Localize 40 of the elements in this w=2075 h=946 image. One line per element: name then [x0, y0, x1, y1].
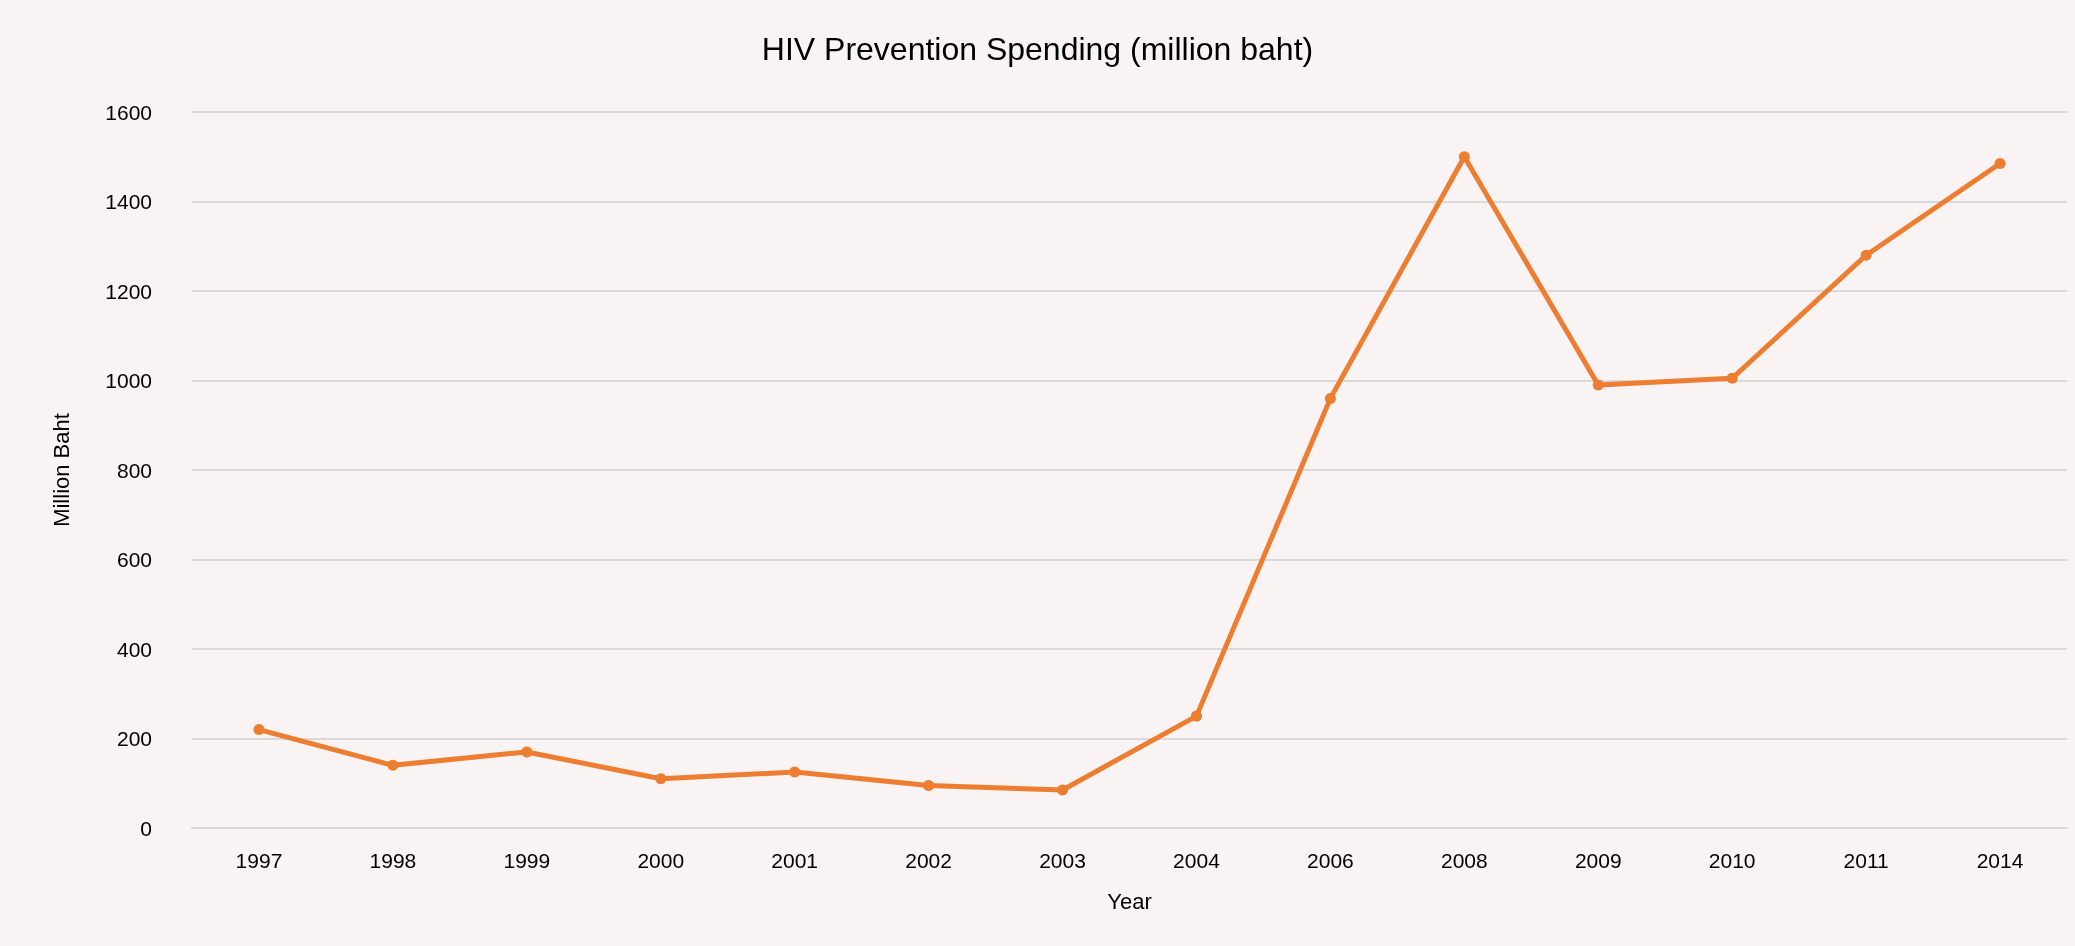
y-tick-label: 400: [116, 637, 152, 661]
x-tick-label: 2014: [1976, 849, 2024, 872]
point: [387, 759, 399, 771]
y-tick-label: 600: [116, 548, 152, 571]
x-tick-label: 2002: [905, 849, 952, 872]
x-tick-label: 1997: [235, 849, 283, 872]
point: [253, 724, 265, 736]
x-tick-label: 2009: [1574, 849, 1622, 872]
point: [521, 746, 533, 758]
y-tick-label: 800: [116, 458, 152, 482]
point: [1190, 710, 1202, 722]
x-tick-label: 2011: [1843, 849, 1889, 872]
x-tick-label: 1998: [369, 849, 417, 872]
x-tick-label: 2010: [1708, 849, 1756, 872]
y-tick-label: 0: [140, 816, 152, 840]
point: [789, 766, 801, 778]
y-tick-label: 1400: [105, 190, 152, 213]
y-axis-title: Million Baht: [48, 413, 74, 527]
point: [1860, 249, 1872, 261]
x-tick-label: 2006: [1307, 849, 1354, 872]
y-tick-label: 1200: [105, 279, 152, 303]
point: [1057, 784, 1069, 796]
point: [1324, 392, 1336, 404]
x-tick-label: 1999: [503, 849, 551, 872]
point: [655, 773, 667, 785]
x-axis-title: Year: [1107, 888, 1152, 914]
point: [1994, 157, 2006, 169]
y-tick-label: 1000: [105, 369, 152, 392]
x-tick-label: 2008: [1440, 849, 1488, 872]
x-tick-label: 2001: [771, 849, 819, 872]
y-tick-label: 200: [116, 727, 152, 750]
x-tick-label: 2004: [1173, 849, 1221, 872]
point: [1458, 151, 1470, 163]
x-tick-label: 2003: [1039, 849, 1086, 872]
y-tick-label: 1600: [105, 100, 152, 124]
point: [1726, 372, 1738, 384]
chart-title: HIV Prevention Spending (million baht): [761, 31, 1314, 67]
x-tick-label: 2000: [637, 849, 685, 872]
point: [1592, 379, 1604, 391]
point: [923, 779, 935, 791]
